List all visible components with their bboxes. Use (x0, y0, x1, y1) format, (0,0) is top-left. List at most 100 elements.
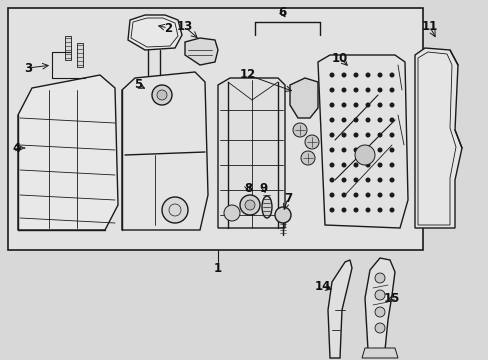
Text: 13: 13 (177, 21, 193, 33)
Polygon shape (414, 48, 461, 228)
Circle shape (377, 207, 382, 212)
Circle shape (374, 273, 384, 283)
Polygon shape (327, 260, 351, 358)
Circle shape (341, 193, 346, 198)
Circle shape (305, 135, 318, 149)
Circle shape (329, 193, 334, 198)
Text: 12: 12 (240, 68, 256, 81)
Circle shape (389, 72, 394, 77)
Circle shape (354, 145, 374, 165)
Circle shape (353, 117, 358, 122)
Circle shape (224, 205, 240, 221)
Circle shape (377, 162, 382, 167)
Circle shape (374, 323, 384, 333)
Circle shape (341, 117, 346, 122)
Circle shape (389, 207, 394, 212)
Text: 11: 11 (421, 21, 437, 33)
Circle shape (341, 132, 346, 138)
Circle shape (301, 151, 314, 165)
Text: 3: 3 (24, 62, 32, 75)
Circle shape (341, 103, 346, 108)
Circle shape (157, 90, 167, 100)
Circle shape (329, 117, 334, 122)
Circle shape (244, 200, 254, 210)
Circle shape (374, 307, 384, 317)
Circle shape (365, 207, 370, 212)
Circle shape (341, 162, 346, 167)
Circle shape (353, 207, 358, 212)
Circle shape (365, 103, 370, 108)
Text: 5: 5 (134, 78, 142, 91)
Circle shape (377, 193, 382, 198)
Circle shape (353, 177, 358, 183)
Circle shape (365, 193, 370, 198)
Text: 10: 10 (331, 51, 347, 64)
Circle shape (341, 207, 346, 212)
Polygon shape (218, 78, 285, 228)
Circle shape (240, 195, 260, 215)
Circle shape (377, 177, 382, 183)
Text: 7: 7 (284, 192, 291, 204)
Circle shape (365, 162, 370, 167)
Circle shape (152, 85, 172, 105)
Circle shape (341, 72, 346, 77)
Circle shape (377, 148, 382, 153)
Circle shape (389, 148, 394, 153)
Text: 9: 9 (259, 181, 267, 194)
Polygon shape (122, 72, 207, 230)
Circle shape (389, 103, 394, 108)
Circle shape (329, 87, 334, 93)
Circle shape (341, 177, 346, 183)
Circle shape (377, 117, 382, 122)
Circle shape (377, 87, 382, 93)
Circle shape (365, 132, 370, 138)
Polygon shape (18, 75, 118, 230)
Circle shape (374, 290, 384, 300)
Circle shape (292, 123, 306, 137)
Circle shape (365, 87, 370, 93)
Circle shape (329, 103, 334, 108)
Circle shape (329, 177, 334, 183)
Circle shape (365, 72, 370, 77)
Circle shape (377, 132, 382, 138)
Polygon shape (128, 15, 182, 50)
Bar (8, 8, 422, 250)
Circle shape (377, 72, 382, 77)
Polygon shape (364, 258, 394, 350)
Circle shape (353, 72, 358, 77)
Circle shape (329, 148, 334, 153)
Circle shape (389, 87, 394, 93)
Polygon shape (289, 78, 317, 118)
Text: 14: 14 (314, 280, 330, 293)
Circle shape (341, 87, 346, 93)
Circle shape (377, 103, 382, 108)
Circle shape (162, 197, 187, 223)
Circle shape (329, 162, 334, 167)
Text: 15: 15 (383, 292, 399, 305)
Circle shape (365, 177, 370, 183)
Circle shape (329, 132, 334, 138)
Text: 1: 1 (214, 261, 222, 274)
Text: 2: 2 (163, 22, 172, 35)
Text: 6: 6 (277, 5, 285, 18)
Circle shape (341, 148, 346, 153)
Circle shape (389, 132, 394, 138)
Polygon shape (361, 348, 397, 358)
Bar (65, 36, 71, 60)
Circle shape (389, 162, 394, 167)
Polygon shape (184, 38, 218, 65)
Circle shape (274, 207, 290, 223)
Circle shape (329, 72, 334, 77)
Circle shape (353, 132, 358, 138)
Text: 8: 8 (244, 181, 252, 194)
Circle shape (353, 87, 358, 93)
Bar (77, 43, 83, 67)
Circle shape (389, 193, 394, 198)
Circle shape (353, 103, 358, 108)
Text: 4: 4 (13, 141, 21, 154)
Circle shape (353, 148, 358, 153)
Circle shape (389, 117, 394, 122)
Circle shape (365, 117, 370, 122)
Ellipse shape (262, 196, 271, 218)
Polygon shape (317, 55, 407, 228)
